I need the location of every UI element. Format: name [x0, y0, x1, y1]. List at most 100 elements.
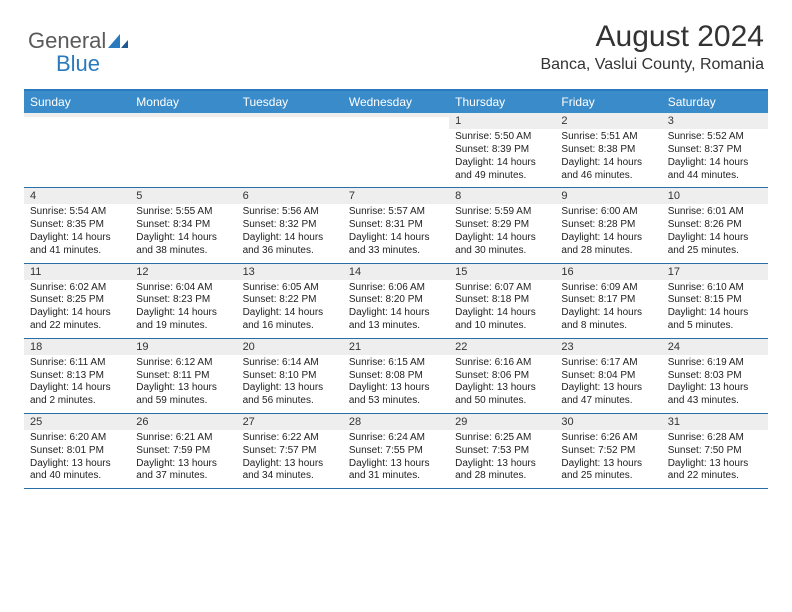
- day-details: Sunrise: 6:06 AMSunset: 8:20 PMDaylight:…: [343, 280, 449, 338]
- calendar-week: 25Sunrise: 6:20 AMSunset: 8:01 PMDayligh…: [24, 414, 768, 489]
- detail-line: Sunset: 8:01 PM: [30, 445, 124, 458]
- calendar-cell: 27Sunrise: 6:22 AMSunset: 7:57 PMDayligh…: [237, 414, 343, 488]
- calendar-cell: 10Sunrise: 6:01 AMSunset: 8:26 PMDayligh…: [662, 188, 768, 262]
- day-number: 14: [343, 264, 449, 280]
- detail-line: Daylight: 13 hours: [136, 458, 230, 471]
- detail-line: Sunset: 8:29 PM: [455, 219, 549, 232]
- detail-line: Daylight: 13 hours: [243, 382, 337, 395]
- detail-line: Sunrise: 6:01 AM: [668, 206, 762, 219]
- detail-line: Sunset: 8:26 PM: [668, 219, 762, 232]
- detail-line: Daylight: 13 hours: [349, 382, 443, 395]
- weekday-header: Monday: [130, 91, 236, 113]
- day-details: Sunrise: 6:04 AMSunset: 8:23 PMDaylight:…: [130, 280, 236, 338]
- day-details: Sunrise: 5:55 AMSunset: 8:34 PMDaylight:…: [130, 204, 236, 262]
- day-details: Sunrise: 6:19 AMSunset: 8:03 PMDaylight:…: [662, 355, 768, 413]
- detail-line: and 50 minutes.: [455, 395, 549, 408]
- weekday-header: Friday: [555, 91, 661, 113]
- detail-line: Sunset: 8:03 PM: [668, 370, 762, 383]
- detail-line: Sunset: 7:59 PM: [136, 445, 230, 458]
- detail-line: Sunset: 8:13 PM: [30, 370, 124, 383]
- detail-line: and 36 minutes.: [243, 245, 337, 258]
- detail-line: and 31 minutes.: [349, 470, 443, 483]
- logo-sail-icon: [106, 32, 130, 55]
- month-title: August 2024: [540, 20, 764, 54]
- detail-line: and 19 minutes.: [136, 320, 230, 333]
- detail-line: Sunrise: 5:55 AM: [136, 206, 230, 219]
- day-details: Sunrise: 6:24 AMSunset: 7:55 PMDaylight:…: [343, 430, 449, 488]
- day-details: Sunrise: 5:52 AMSunset: 8:37 PMDaylight:…: [662, 129, 768, 187]
- calendar-cell: 13Sunrise: 6:05 AMSunset: 8:22 PMDayligh…: [237, 264, 343, 338]
- day-details: [237, 117, 343, 169]
- detail-line: and 40 minutes.: [30, 470, 124, 483]
- detail-line: Sunset: 8:23 PM: [136, 294, 230, 307]
- detail-line: Sunrise: 5:52 AM: [668, 131, 762, 144]
- calendar-cell: 2Sunrise: 5:51 AMSunset: 8:38 PMDaylight…: [555, 113, 661, 187]
- day-details: Sunrise: 6:02 AMSunset: 8:25 PMDaylight:…: [24, 280, 130, 338]
- day-details: Sunrise: 6:22 AMSunset: 7:57 PMDaylight:…: [237, 430, 343, 488]
- day-number: 31: [662, 414, 768, 430]
- detail-line: Sunset: 8:20 PM: [349, 294, 443, 307]
- detail-line: Sunset: 8:10 PM: [243, 370, 337, 383]
- detail-line: Daylight: 14 hours: [136, 307, 230, 320]
- detail-line: Daylight: 14 hours: [349, 307, 443, 320]
- day-details: Sunrise: 5:56 AMSunset: 8:32 PMDaylight:…: [237, 204, 343, 262]
- calendar-week: 1Sunrise: 5:50 AMSunset: 8:39 PMDaylight…: [24, 113, 768, 188]
- detail-line: Sunrise: 5:56 AM: [243, 206, 337, 219]
- detail-line: Sunrise: 6:16 AM: [455, 357, 549, 370]
- detail-line: Sunrise: 6:19 AM: [668, 357, 762, 370]
- detail-line: and 25 minutes.: [561, 470, 655, 483]
- detail-line: and 37 minutes.: [136, 470, 230, 483]
- detail-line: Sunrise: 5:59 AM: [455, 206, 549, 219]
- calendar-week: 11Sunrise: 6:02 AMSunset: 8:25 PMDayligh…: [24, 264, 768, 339]
- detail-line: and 53 minutes.: [349, 395, 443, 408]
- detail-line: Daylight: 13 hours: [455, 458, 549, 471]
- detail-line: Sunset: 7:57 PM: [243, 445, 337, 458]
- detail-line: Sunrise: 6:21 AM: [136, 432, 230, 445]
- day-details: Sunrise: 5:50 AMSunset: 8:39 PMDaylight:…: [449, 129, 555, 187]
- detail-line: Daylight: 14 hours: [561, 307, 655, 320]
- detail-line: Sunset: 7:50 PM: [668, 445, 762, 458]
- detail-line: Sunset: 8:22 PM: [243, 294, 337, 307]
- detail-line: Sunrise: 6:12 AM: [136, 357, 230, 370]
- calendar-cell: 14Sunrise: 6:06 AMSunset: 8:20 PMDayligh…: [343, 264, 449, 338]
- day-number: 11: [24, 264, 130, 280]
- detail-line: and 28 minutes.: [455, 470, 549, 483]
- detail-line: Sunrise: 6:28 AM: [668, 432, 762, 445]
- calendar-cell: 9Sunrise: 6:00 AMSunset: 8:28 PMDaylight…: [555, 188, 661, 262]
- calendar-cell: 4Sunrise: 5:54 AMSunset: 8:35 PMDaylight…: [24, 188, 130, 262]
- day-details: Sunrise: 6:28 AMSunset: 7:50 PMDaylight:…: [662, 430, 768, 488]
- detail-line: and 25 minutes.: [668, 245, 762, 258]
- detail-line: Sunset: 7:53 PM: [455, 445, 549, 458]
- day-details: Sunrise: 5:59 AMSunset: 8:29 PMDaylight:…: [449, 204, 555, 262]
- day-number: 1: [449, 113, 555, 129]
- detail-line: Sunrise: 6:05 AM: [243, 282, 337, 295]
- day-number: 24: [662, 339, 768, 355]
- detail-line: Daylight: 13 hours: [561, 382, 655, 395]
- day-details: Sunrise: 6:11 AMSunset: 8:13 PMDaylight:…: [24, 355, 130, 413]
- day-number: 5: [130, 188, 236, 204]
- detail-line: Daylight: 13 hours: [243, 458, 337, 471]
- calendar-cell: 16Sunrise: 6:09 AMSunset: 8:17 PMDayligh…: [555, 264, 661, 338]
- detail-line: Sunset: 8:25 PM: [30, 294, 124, 307]
- calendar-cell: 15Sunrise: 6:07 AMSunset: 8:18 PMDayligh…: [449, 264, 555, 338]
- detail-line: Sunrise: 6:17 AM: [561, 357, 655, 370]
- detail-line: and 30 minutes.: [455, 245, 549, 258]
- detail-line: and 22 minutes.: [668, 470, 762, 483]
- detail-line: Sunrise: 6:02 AM: [30, 282, 124, 295]
- detail-line: and 44 minutes.: [668, 170, 762, 183]
- detail-line: Daylight: 14 hours: [668, 157, 762, 170]
- day-number: 2: [555, 113, 661, 129]
- detail-line: Sunrise: 6:11 AM: [30, 357, 124, 370]
- day-number: 13: [237, 264, 343, 280]
- calendar-cell: 1Sunrise: 5:50 AMSunset: 8:39 PMDaylight…: [449, 113, 555, 187]
- calendar-cell: 20Sunrise: 6:14 AMSunset: 8:10 PMDayligh…: [237, 339, 343, 413]
- calendar-cell: 29Sunrise: 6:25 AMSunset: 7:53 PMDayligh…: [449, 414, 555, 488]
- detail-line: Sunset: 8:38 PM: [561, 144, 655, 157]
- calendar-cell: 18Sunrise: 6:11 AMSunset: 8:13 PMDayligh…: [24, 339, 130, 413]
- detail-line: and 47 minutes.: [561, 395, 655, 408]
- day-number: 10: [662, 188, 768, 204]
- day-details: Sunrise: 6:26 AMSunset: 7:52 PMDaylight:…: [555, 430, 661, 488]
- day-details: Sunrise: 6:15 AMSunset: 8:08 PMDaylight:…: [343, 355, 449, 413]
- day-number: 27: [237, 414, 343, 430]
- day-details: Sunrise: 6:14 AMSunset: 8:10 PMDaylight:…: [237, 355, 343, 413]
